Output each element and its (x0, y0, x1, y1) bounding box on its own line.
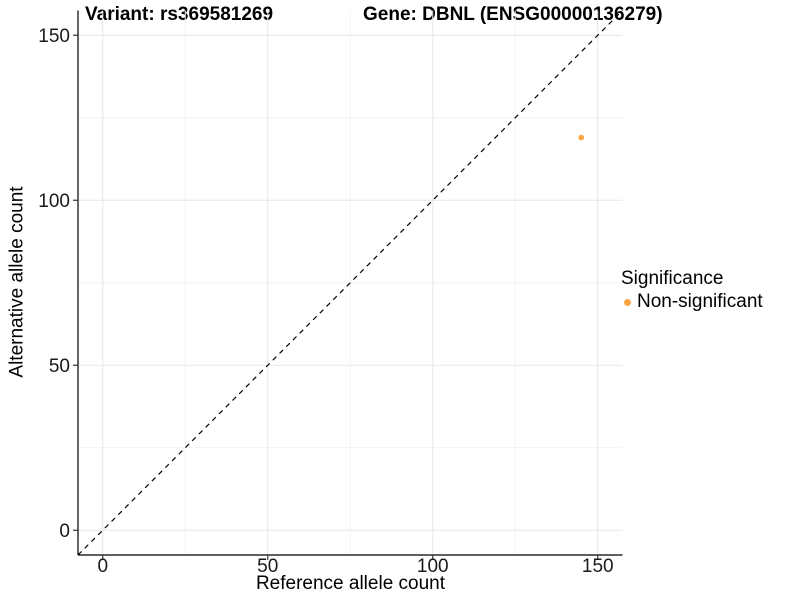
y-tick-label: 150 (38, 26, 70, 47)
y-tick-label: 100 (38, 191, 70, 212)
reference-lines (77, 10, 623, 556)
x-axis-title: Reference allele count (255, 573, 446, 594)
plot-title-gene: Gene: DBNL (ENSG00000136279) (363, 4, 663, 25)
legend-point-icon (624, 298, 631, 306)
legend-title: Significance (621, 268, 724, 289)
grid-minor (78, 10, 623, 555)
data-points (578, 134, 585, 141)
tick-labels: 0 50 100 150 0 50 100 150 (38, 26, 613, 577)
y-tick-label: 0 (59, 521, 70, 542)
plot-title-variant: Variant: rs369581269 (85, 4, 274, 25)
y-axis-title: Alternative allele count (6, 186, 28, 378)
y-tick-label: 50 (49, 356, 70, 377)
x-tick-label: 50 (257, 556, 278, 577)
x-tick-label: 150 (582, 556, 614, 577)
axis-lines (77, 10, 623, 556)
data-point (578, 134, 585, 141)
axis-ticks (73, 34, 599, 560)
x-tick-label: 100 (417, 556, 449, 577)
legend-item-label: Non-significant (637, 291, 763, 312)
legend: Significance Non-significant (621, 267, 763, 313)
grid-major (78, 10, 623, 555)
identity-dashed-line (77, 10, 623, 556)
legend-item-non-significant: Non-significant (621, 291, 763, 313)
x-tick-label: 0 (97, 556, 108, 577)
